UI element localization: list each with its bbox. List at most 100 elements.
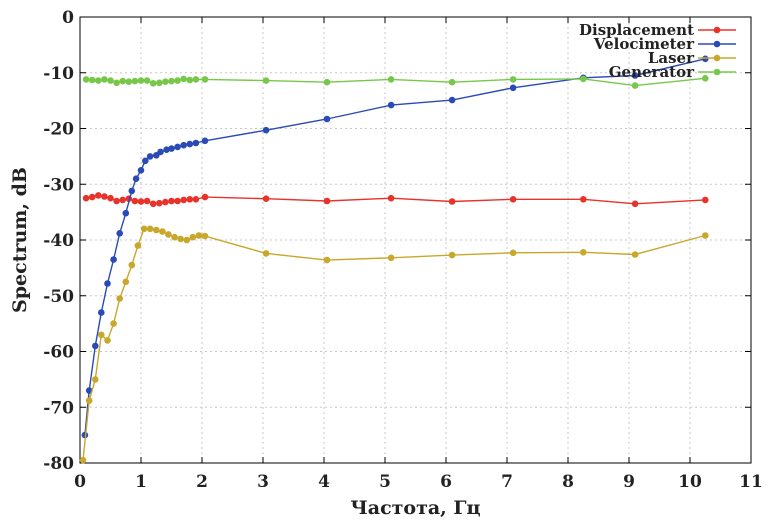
data-point	[448, 251, 456, 259]
data-point	[143, 197, 151, 205]
data-point	[509, 76, 517, 83]
data-point	[92, 376, 99, 383]
series-velocimeter	[81, 55, 709, 439]
data-point	[192, 139, 200, 147]
data-point	[174, 77, 181, 84]
data-point	[107, 194, 114, 202]
legend-swatch-marker	[713, 54, 721, 62]
data-point	[323, 115, 331, 123]
data-point	[702, 196, 709, 204]
data-point	[448, 78, 456, 86]
series-laser	[79, 225, 709, 464]
data-point	[81, 431, 89, 439]
data-point	[149, 200, 157, 208]
data-point	[131, 197, 139, 205]
data-point	[189, 233, 197, 241]
data-point	[149, 80, 157, 87]
x-tick-label: 6	[440, 472, 452, 492]
data-point	[153, 226, 160, 234]
data-point	[113, 197, 120, 205]
data-point	[448, 198, 456, 205]
data-point	[110, 320, 117, 327]
series-generator	[82, 75, 709, 89]
data-point	[157, 148, 164, 156]
legend-label: Velocimeter	[593, 35, 695, 53]
data-point	[113, 79, 120, 87]
data-point	[95, 192, 102, 199]
data-point	[85, 387, 93, 394]
data-point	[137, 198, 145, 205]
x-tick-label: 2	[196, 472, 208, 492]
data-point	[142, 157, 149, 165]
data-point	[128, 261, 136, 269]
data-point	[79, 456, 87, 464]
series-line-velocimeter	[84, 58, 706, 436]
data-point	[509, 249, 517, 257]
data-point	[146, 225, 154, 233]
data-point	[156, 199, 163, 207]
data-point	[162, 78, 169, 85]
legend-item-velocimeter: Velocimeter	[593, 35, 736, 53]
y-tick-label: 0	[62, 8, 74, 28]
data-point	[201, 137, 209, 145]
data-point	[171, 233, 178, 241]
legend-swatch-marker	[713, 40, 721, 48]
data-point	[702, 232, 709, 239]
x-tick-label: 1	[135, 472, 147, 492]
data-point	[186, 196, 194, 203]
data-point	[128, 187, 136, 195]
data-point	[192, 76, 200, 83]
data-point	[134, 242, 142, 249]
data-point	[177, 235, 184, 243]
data-point	[387, 254, 395, 262]
data-point	[92, 342, 99, 350]
data-point	[146, 153, 154, 160]
x-tick-label: 3	[257, 472, 269, 492]
data-point	[580, 196, 587, 203]
data-point	[448, 96, 456, 104]
data-point	[168, 77, 175, 85]
x-tick-label: 7	[501, 472, 513, 492]
data-point	[162, 198, 169, 206]
data-point	[201, 232, 209, 240]
series-displacement	[82, 192, 709, 208]
data-point	[631, 251, 639, 258]
data-point	[116, 295, 123, 302]
data-point	[631, 200, 639, 208]
series-line-laser	[82, 228, 706, 461]
x-tick-label: 4	[318, 472, 330, 492]
data-point	[201, 76, 209, 83]
data-point	[186, 140, 194, 148]
data-point	[95, 77, 102, 84]
data-point	[104, 280, 111, 287]
data-point	[104, 337, 111, 344]
data-point	[122, 209, 130, 217]
y-tick-label: -60	[43, 343, 74, 363]
data-series	[79, 55, 709, 464]
data-point	[387, 101, 395, 109]
data-point	[180, 75, 187, 83]
data-point	[137, 167, 145, 174]
data-point	[702, 55, 709, 63]
data-point	[174, 197, 181, 205]
y-tick-label: -20	[43, 120, 74, 140]
x-axis-label: Частота, Гц	[350, 497, 480, 519]
legend-item-laser: Laser	[648, 49, 736, 67]
data-point	[387, 194, 395, 202]
data-point	[180, 141, 187, 149]
y-tick-label: -30	[43, 175, 74, 195]
data-point	[116, 230, 123, 237]
x-tick-label: 9	[623, 472, 635, 492]
x-tick-label: 10	[678, 472, 702, 492]
x-tick-label: 8	[562, 472, 574, 492]
data-point	[195, 232, 203, 239]
data-point	[323, 78, 331, 86]
data-point	[631, 82, 639, 89]
legend-label: Generator	[609, 63, 695, 81]
data-point	[110, 256, 117, 263]
data-point	[631, 72, 639, 79]
data-point	[262, 126, 270, 134]
data-point	[140, 225, 148, 233]
